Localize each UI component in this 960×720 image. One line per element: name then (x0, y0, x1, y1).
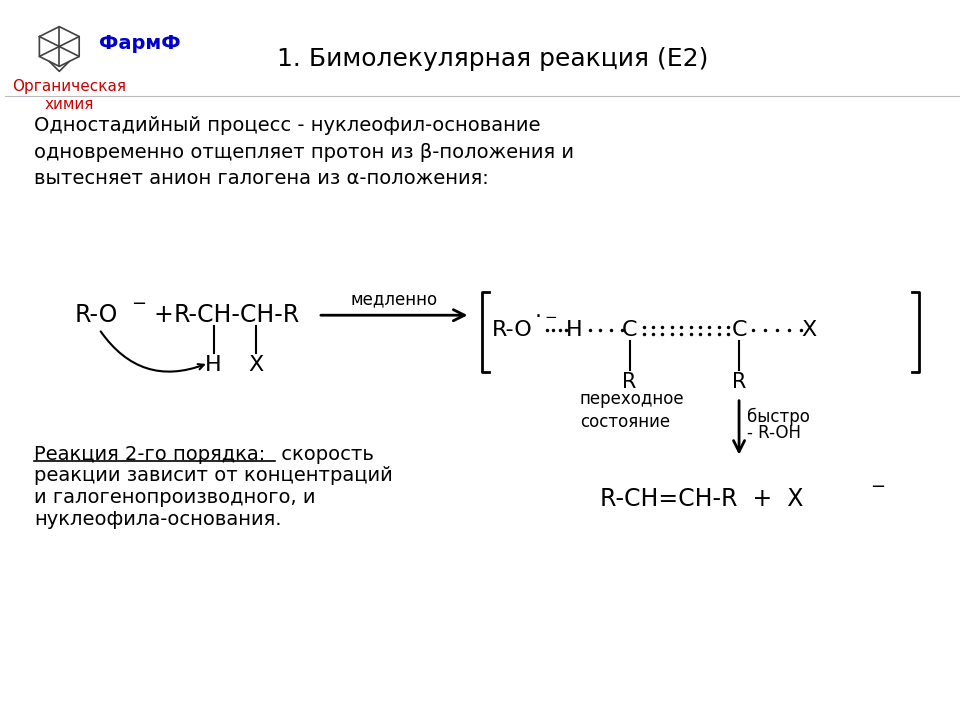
Text: R: R (732, 372, 746, 392)
Text: 1. Бимолекулярная реакция (Е2): 1. Бимолекулярная реакция (Е2) (276, 48, 708, 71)
Text: - R-OH: - R-OH (747, 423, 801, 441)
Text: медленно: медленно (350, 290, 438, 308)
Text: +: + (154, 303, 174, 327)
Text: Реакция 2-го порядка:: Реакция 2-го порядка: (35, 444, 266, 464)
Text: R: R (622, 372, 636, 392)
Text: H: H (565, 320, 582, 340)
Text: реакции зависит от концентраций: реакции зависит от концентраций (35, 467, 394, 485)
Text: −: − (544, 310, 557, 325)
Text: X: X (249, 355, 264, 375)
Text: переходное
состояние: переходное состояние (580, 390, 684, 431)
Text: скорость: скорость (276, 444, 374, 464)
Text: и галогенопроизводного, и: и галогенопроизводного, и (35, 488, 316, 508)
Text: ·: · (535, 307, 541, 327)
Text: R-O: R-O (74, 303, 117, 327)
Text: −: − (871, 478, 885, 496)
Text: Одностадийный процесс - нуклеофил-основание
одновременно отщепляет протон из β-п: Одностадийный процесс - нуклеофил-основа… (35, 116, 574, 188)
Text: быстро: быстро (747, 408, 810, 426)
Text: ФармФ: ФармФ (99, 34, 180, 53)
Text: R-CH=CH-R  +  X: R-CH=CH-R + X (600, 487, 804, 511)
Text: C: C (622, 320, 637, 340)
Text: нуклеофила-основания.: нуклеофила-основания. (35, 510, 282, 529)
Text: Органическая
химия: Органическая химия (12, 79, 127, 112)
Text: C: C (732, 320, 747, 340)
Text: R-CH-CH-R: R-CH-CH-R (174, 303, 300, 327)
Text: H: H (205, 355, 222, 375)
Text: −: − (131, 295, 146, 313)
Text: R-O: R-O (492, 320, 533, 340)
Text: X: X (801, 320, 816, 340)
